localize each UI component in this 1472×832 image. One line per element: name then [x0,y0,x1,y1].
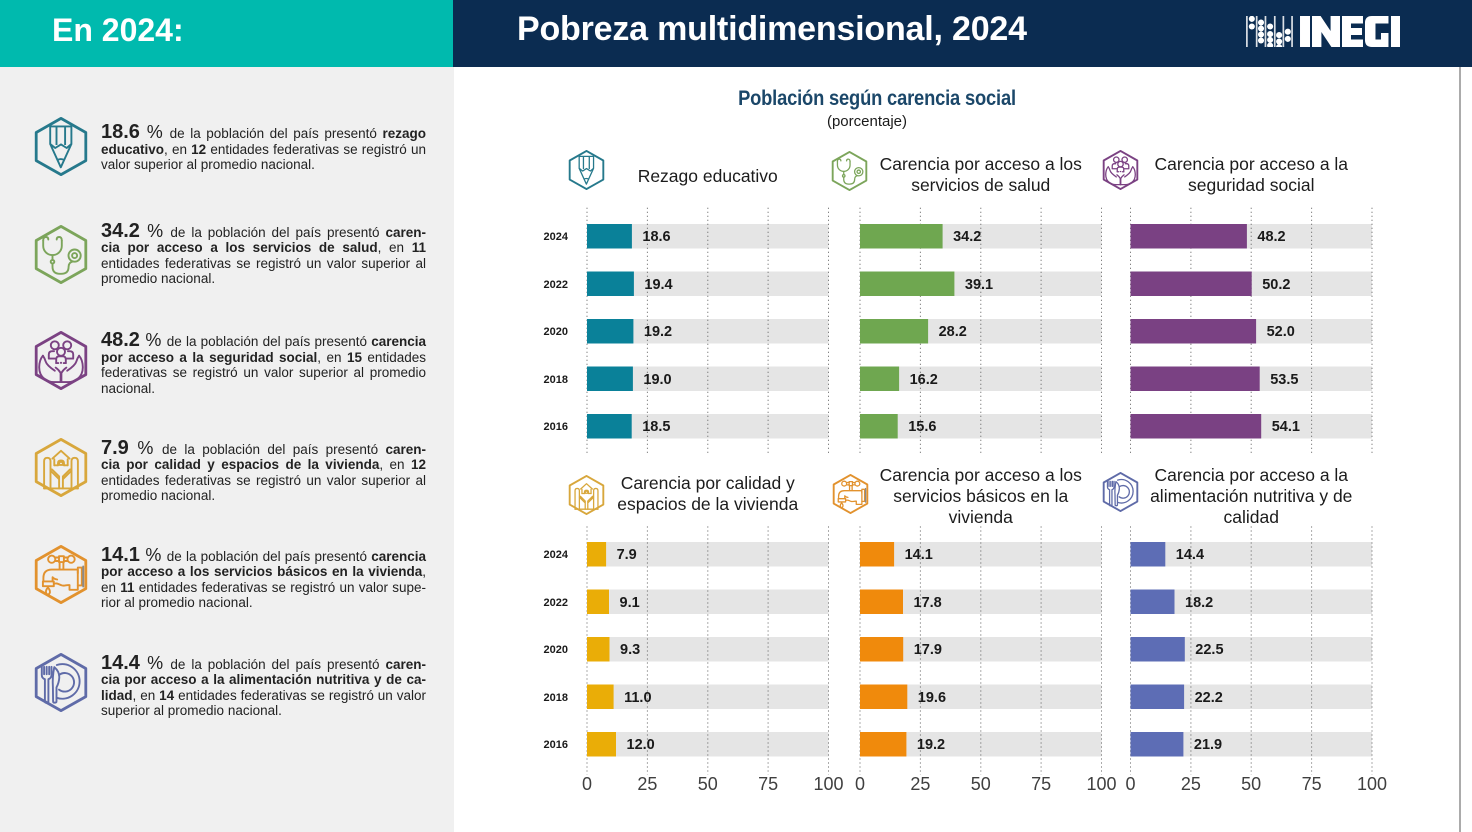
svg-text:2024: 2024 [544,549,569,561]
svg-text:7.9: 7.9 [617,547,637,563]
svg-text:75: 75 [758,774,778,794]
svg-text:2022: 2022 [544,279,568,291]
svg-text:75: 75 [1302,774,1322,794]
svg-text:14.4: 14.4 [1176,547,1204,563]
svg-text:2018: 2018 [544,692,568,704]
svg-text:18.5: 18.5 [642,419,670,435]
svg-text:2016: 2016 [544,421,568,433]
svg-text:50.2: 50.2 [1262,277,1290,293]
svg-text:19.6: 19.6 [918,690,946,706]
svg-text:9.3: 9.3 [620,642,640,658]
svg-text:75: 75 [1031,774,1051,794]
svg-text:52.0: 52.0 [1267,324,1295,340]
svg-text:11.0: 11.0 [624,690,651,706]
svg-text:48.2: 48.2 [1257,229,1285,245]
svg-text:2022: 2022 [544,597,568,609]
svg-text:17.8: 17.8 [914,595,942,611]
svg-text:34.2: 34.2 [953,229,981,245]
svg-text:14.1: 14.1 [905,547,933,563]
svg-text:12.0: 12.0 [627,737,655,753]
svg-text:19.2: 19.2 [644,324,672,340]
svg-text:50: 50 [971,774,991,794]
svg-text:18.2: 18.2 [1185,595,1213,611]
svg-text:0: 0 [855,774,865,794]
svg-text:2020: 2020 [544,644,568,656]
svg-text:0: 0 [1125,774,1135,794]
svg-text:50: 50 [1241,774,1261,794]
svg-text:2018: 2018 [544,374,568,386]
svg-text:39.1: 39.1 [965,277,993,293]
svg-text:2016: 2016 [544,739,568,751]
svg-text:53.5: 53.5 [1270,372,1298,388]
svg-text:100: 100 [1357,774,1387,794]
svg-text:0: 0 [582,774,592,794]
svg-text:19.2: 19.2 [917,737,945,753]
svg-text:25: 25 [910,774,930,794]
svg-text:18.6: 18.6 [642,229,670,245]
svg-text:2024: 2024 [544,231,569,243]
svg-text:17.9: 17.9 [914,642,942,658]
svg-text:25: 25 [1181,774,1201,794]
svg-text:22.2: 22.2 [1195,690,1223,706]
svg-text:9.1: 9.1 [620,595,640,611]
svg-text:100: 100 [1086,774,1116,794]
svg-text:22.5: 22.5 [1195,642,1223,658]
svg-text:2020: 2020 [544,326,568,338]
svg-text:19.0: 19.0 [643,372,671,388]
svg-text:28.2: 28.2 [939,324,967,340]
svg-text:21.9: 21.9 [1194,737,1222,753]
svg-text:19.4: 19.4 [644,277,672,293]
svg-text:100: 100 [813,774,843,794]
svg-text:15.6: 15.6 [908,419,936,435]
svg-text:16.2: 16.2 [910,372,938,388]
svg-text:54.1: 54.1 [1272,419,1300,435]
svg-text:50: 50 [698,774,718,794]
svg-text:25: 25 [637,774,657,794]
